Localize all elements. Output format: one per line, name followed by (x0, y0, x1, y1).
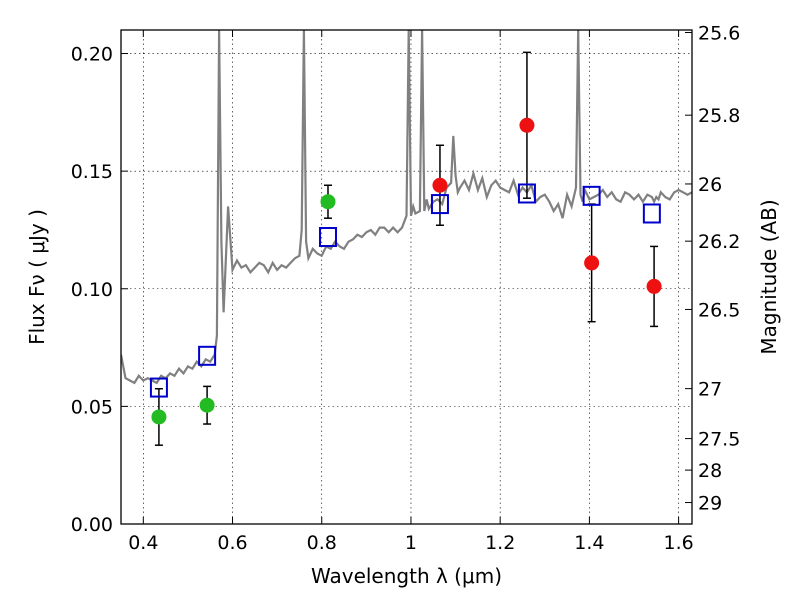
y-tick-label: 0.00 (71, 514, 113, 536)
y2-tick-label: 28 (698, 460, 722, 482)
y2-tick-label: 29 (698, 493, 722, 515)
y2-tick-label: 27 (698, 379, 722, 401)
y2-tick-label: 26 (698, 174, 722, 196)
y2-tick-label: 25.8 (698, 105, 740, 127)
y2-tick-label: 26.5 (698, 299, 740, 321)
x-tick-label: 0.4 (128, 532, 158, 554)
green-data-point (151, 409, 167, 425)
model-spectrum-line (121, 30, 692, 385)
y-tick-label: 0.15 (71, 161, 113, 183)
y2-tick-label: 27.5 (698, 429, 740, 451)
x-tick-label: 0.8 (307, 532, 337, 554)
model-flux-square (149, 377, 168, 398)
y-tick-label: 0.05 (71, 396, 113, 418)
red-data-point (584, 255, 600, 271)
y-tick-label: 0.20 (71, 44, 113, 66)
y-tick-label: 0.10 (71, 279, 113, 301)
grid (121, 30, 692, 525)
x-tick-label: 1 (405, 532, 417, 554)
red-data-point (646, 278, 662, 294)
x-tick-label: 0.6 (217, 532, 247, 554)
x-tick-label: 1.6 (664, 532, 694, 554)
x-axis-label: Wavelength λ (μm) (311, 564, 502, 588)
data-layer (121, 30, 692, 446)
red-data-point (432, 177, 448, 193)
green-data-point (320, 194, 336, 210)
model-flux-square (318, 227, 337, 248)
y-axis-label: Flux Fν ( μJy ) (25, 209, 49, 345)
y2-axis-label: Magnitude (AB) (757, 199, 781, 354)
model-flux-square (430, 194, 449, 215)
red-data-point (519, 117, 535, 133)
y2-tick-label: 25.6 (698, 22, 740, 44)
model-flux-square (582, 185, 601, 206)
ticks: 0.4 0.6 0.8 1 1.2 1.4 1.6 0.00 0.05 0.10 0.15 0.20 2… (71, 22, 741, 554)
model-flux-square (517, 183, 536, 204)
green-data-point (199, 397, 215, 413)
x-tick-label: 1.4 (574, 532, 604, 554)
x-tick-label: 1.2 (485, 532, 515, 554)
model-flux-square (198, 345, 217, 366)
model-flux-square (642, 203, 661, 224)
plot-frame (120, 29, 693, 525)
y2-tick-label: 26.2 (698, 231, 740, 253)
